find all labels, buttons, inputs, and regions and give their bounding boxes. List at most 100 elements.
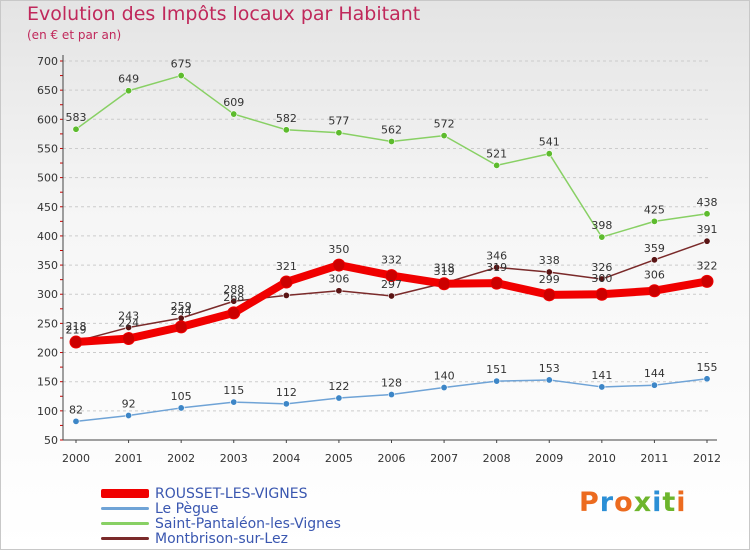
logo-letter: x [633, 487, 653, 518]
data-point [72, 417, 80, 425]
logo-letter: i [652, 487, 663, 518]
data-point [493, 161, 501, 169]
data-label: 319 [434, 265, 455, 278]
data-point [227, 306, 241, 320]
chart-subtitle: (en € et par an) [27, 28, 122, 42]
logo-letter: r [599, 487, 615, 518]
data-label: 122 [328, 380, 349, 393]
legend-label: Montbrison-sur-Lez [155, 530, 288, 547]
legend-swatch [101, 537, 149, 540]
data-point [650, 381, 658, 389]
y-tick-label: 500 [37, 172, 58, 185]
data-labels-layer: 82 92 105 115 112 122 128 140 151 153 141 144 155 583… [66, 58, 718, 417]
data-label: 155 [697, 361, 718, 374]
x-tick-label: 2003 [220, 452, 248, 465]
data-label: 115 [223, 384, 244, 397]
data-label: 224 [118, 317, 139, 330]
data-label: 244 [171, 305, 192, 318]
data-label: 338 [539, 254, 560, 267]
series-line-2 [75, 74, 708, 238]
y-tick-label: 400 [37, 230, 58, 243]
data-label: 350 [328, 243, 349, 256]
data-point [700, 274, 714, 288]
y-tick-label: 650 [37, 84, 58, 97]
legend-item-le-pegue[interactable]: Le Pègue [101, 501, 341, 517]
legend-swatch [101, 507, 149, 510]
data-label: 268 [223, 291, 244, 304]
data-point [703, 237, 711, 245]
data-point [387, 292, 395, 300]
data-label: 144 [644, 367, 665, 380]
data-label: 577 [328, 115, 349, 128]
data-label: 582 [276, 112, 297, 125]
data-label: 300 [591, 272, 612, 285]
legend-item-montbrison[interactable]: Montbrison-sur-Lez [101, 530, 341, 547]
series-layer [69, 72, 714, 425]
data-label: 82 [69, 403, 83, 416]
data-point [703, 375, 711, 383]
data-point [598, 383, 606, 391]
logo-letter: P [579, 487, 600, 518]
data-label: 105 [171, 390, 192, 403]
data-label: 318 [434, 262, 455, 275]
data-label: 151 [486, 363, 507, 376]
data-point [174, 320, 188, 334]
y-tick-label: 150 [37, 376, 58, 389]
data-label: 218 [66, 320, 87, 333]
data-point [335, 394, 343, 402]
data-point [440, 384, 448, 392]
data-label: 112 [276, 386, 297, 399]
data-label: 297 [381, 278, 402, 291]
data-label: 319 [486, 261, 507, 274]
x-tick-label: 2000 [62, 452, 90, 465]
data-point [545, 268, 553, 276]
y-tick-label: 450 [37, 201, 58, 214]
data-label: 572 [434, 118, 455, 131]
data-label: 141 [591, 369, 612, 382]
data-label: 521 [486, 147, 507, 160]
data-point [177, 72, 185, 80]
data-point [387, 391, 395, 399]
data-point [545, 150, 553, 158]
data-point [490, 276, 504, 290]
legend-item-rousset[interactable]: ROUSSET-LES-VIGNES [101, 485, 341, 502]
data-point [125, 323, 133, 331]
x-tick-label: 2011 [640, 452, 668, 465]
data-label: 398 [591, 219, 612, 232]
data-label: 153 [539, 362, 560, 375]
y-tick-label: 300 [37, 288, 58, 301]
data-label: 675 [171, 58, 192, 71]
legend-swatch [101, 522, 149, 525]
data-point [230, 297, 238, 305]
legend-label: ROUSSET-LES-VIGNES [155, 485, 308, 502]
data-point [598, 233, 606, 241]
data-point [440, 132, 448, 140]
data-point [493, 263, 501, 271]
data-point [387, 137, 395, 145]
data-point [122, 332, 136, 346]
logo-letter: t [662, 487, 677, 518]
legend-item-saint-pantaleon[interactable]: Saint-Pantaléon-les-Vignes [101, 516, 341, 532]
data-point [703, 210, 711, 218]
legend: ROUSSET-LES-VIGNES Le Pègue Saint-Pantal… [101, 485, 341, 547]
axes: 50 100 150 200 250 300 350 400 450 500 550 600 650 70… [37, 55, 721, 465]
data-point [72, 125, 80, 133]
x-tick-label: 2001 [115, 452, 143, 465]
data-label: 359 [644, 242, 665, 255]
x-tick-label: 2002 [167, 452, 195, 465]
proxiti-logo: Proxiti [579, 487, 687, 518]
data-label: 243 [118, 309, 139, 322]
data-label: 391 [697, 223, 718, 236]
x-tick-label: 2010 [588, 452, 616, 465]
data-point [230, 398, 238, 406]
data-point [282, 400, 290, 408]
y-tick-label: 550 [37, 142, 58, 155]
x-tick-label: 2006 [378, 452, 406, 465]
data-point [125, 87, 133, 95]
data-label: 562 [381, 123, 402, 136]
data-point [282, 291, 290, 299]
data-label: 425 [644, 203, 665, 216]
data-point [542, 288, 556, 302]
y-tick-label: 50 [44, 434, 58, 447]
